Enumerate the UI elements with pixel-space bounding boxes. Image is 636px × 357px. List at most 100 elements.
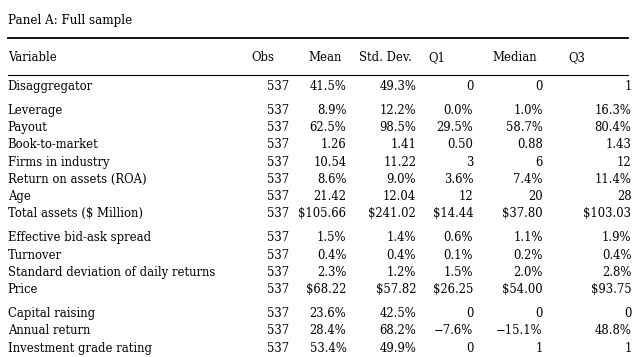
Text: Leverage: Leverage [8, 104, 63, 117]
Text: 0: 0 [466, 80, 473, 93]
Text: 537: 537 [267, 266, 289, 279]
Text: 537: 537 [267, 139, 289, 151]
Text: 537: 537 [267, 249, 289, 262]
Text: 0: 0 [466, 342, 473, 355]
Text: Panel A: Full sample: Panel A: Full sample [8, 14, 132, 27]
Text: 11.22: 11.22 [383, 156, 416, 169]
Text: 1.4%: 1.4% [387, 231, 416, 245]
Text: 58.7%: 58.7% [506, 121, 543, 134]
Text: $37.80: $37.80 [502, 207, 543, 220]
Text: 1: 1 [536, 342, 543, 355]
Text: 3.6%: 3.6% [444, 173, 473, 186]
Text: 62.5%: 62.5% [310, 121, 347, 134]
Text: 2.0%: 2.0% [513, 266, 543, 279]
Text: Variable: Variable [8, 51, 57, 64]
Text: 537: 537 [267, 190, 289, 203]
Text: 12: 12 [617, 156, 632, 169]
Text: 1.43: 1.43 [605, 139, 632, 151]
Text: 0.6%: 0.6% [444, 231, 473, 245]
Text: 0: 0 [624, 307, 632, 320]
Text: 8.9%: 8.9% [317, 104, 347, 117]
Text: 0.4%: 0.4% [317, 249, 347, 262]
Text: 16.3%: 16.3% [595, 104, 632, 117]
Text: 3: 3 [466, 156, 473, 169]
Text: 0.50: 0.50 [447, 139, 473, 151]
Text: Q1: Q1 [429, 51, 446, 64]
Text: $105.66: $105.66 [298, 207, 347, 220]
Text: Age: Age [8, 190, 31, 203]
Text: 537: 537 [267, 207, 289, 220]
Text: −15.1%: −15.1% [496, 325, 543, 337]
Text: 1.5%: 1.5% [317, 231, 347, 245]
Text: 8.6%: 8.6% [317, 173, 347, 186]
Text: Return on assets (ROA): Return on assets (ROA) [8, 173, 146, 186]
Text: 12.2%: 12.2% [380, 104, 416, 117]
Text: 23.6%: 23.6% [310, 307, 347, 320]
Text: −7.6%: −7.6% [434, 325, 473, 337]
Text: 1.1%: 1.1% [513, 231, 543, 245]
Text: 537: 537 [267, 231, 289, 245]
Text: Annual return: Annual return [8, 325, 90, 337]
Text: 1.26: 1.26 [321, 139, 347, 151]
Text: 0.0%: 0.0% [444, 104, 473, 117]
Text: Book-to-market: Book-to-market [8, 139, 99, 151]
Text: Turnover: Turnover [8, 249, 62, 262]
Text: Standard deviation of daily returns: Standard deviation of daily returns [8, 266, 215, 279]
Text: 20: 20 [528, 190, 543, 203]
Text: 11.4%: 11.4% [595, 173, 632, 186]
Text: 0: 0 [536, 80, 543, 93]
Text: 537: 537 [267, 325, 289, 337]
Text: 1.5%: 1.5% [444, 266, 473, 279]
Text: 537: 537 [267, 342, 289, 355]
Text: Total assets ($ Million): Total assets ($ Million) [8, 207, 142, 220]
Text: 0.88: 0.88 [517, 139, 543, 151]
Text: 49.9%: 49.9% [379, 342, 416, 355]
Text: 6: 6 [536, 156, 543, 169]
Text: 537: 537 [267, 307, 289, 320]
Text: Capital raising: Capital raising [8, 307, 95, 320]
Text: 1: 1 [624, 80, 632, 93]
Text: Firms in industry: Firms in industry [8, 156, 109, 169]
Text: $57.82: $57.82 [376, 283, 416, 296]
Text: $14.44: $14.44 [432, 207, 473, 220]
Text: Price: Price [8, 283, 38, 296]
Text: 48.8%: 48.8% [595, 325, 632, 337]
Text: 537: 537 [267, 156, 289, 169]
Text: 0.4%: 0.4% [602, 249, 632, 262]
Text: 29.5%: 29.5% [436, 121, 473, 134]
Text: Std. Dev.: Std. Dev. [359, 51, 412, 64]
Text: 28: 28 [617, 190, 632, 203]
Text: $241.02: $241.02 [368, 207, 416, 220]
Text: 537: 537 [267, 121, 289, 134]
Text: Q3: Q3 [568, 51, 585, 64]
Text: 10.54: 10.54 [314, 156, 347, 169]
Text: 98.5%: 98.5% [379, 121, 416, 134]
Text: 2.3%: 2.3% [317, 266, 347, 279]
Text: 537: 537 [267, 283, 289, 296]
Text: $54.00: $54.00 [502, 283, 543, 296]
Text: $103.03: $103.03 [583, 207, 632, 220]
Text: 53.4%: 53.4% [310, 342, 347, 355]
Text: 21.42: 21.42 [314, 190, 347, 203]
Text: Payout: Payout [8, 121, 48, 134]
Text: 1.0%: 1.0% [513, 104, 543, 117]
Text: 28.4%: 28.4% [310, 325, 347, 337]
Text: 12.04: 12.04 [383, 190, 416, 203]
Text: 0.1%: 0.1% [444, 249, 473, 262]
Text: 12: 12 [459, 190, 473, 203]
Text: 0.4%: 0.4% [387, 249, 416, 262]
Text: Investment grade rating: Investment grade rating [8, 342, 152, 355]
Text: 537: 537 [267, 104, 289, 117]
Text: $26.25: $26.25 [432, 283, 473, 296]
Text: Mean: Mean [308, 51, 342, 64]
Text: Disaggregator: Disaggregator [8, 80, 93, 93]
Text: 537: 537 [267, 80, 289, 93]
Text: 1.41: 1.41 [391, 139, 416, 151]
Text: 1.9%: 1.9% [602, 231, 632, 245]
Text: 1: 1 [624, 342, 632, 355]
Text: 41.5%: 41.5% [310, 80, 347, 93]
Text: 42.5%: 42.5% [380, 307, 416, 320]
Text: Median: Median [492, 51, 537, 64]
Text: 49.3%: 49.3% [379, 80, 416, 93]
Text: 2.8%: 2.8% [602, 266, 632, 279]
